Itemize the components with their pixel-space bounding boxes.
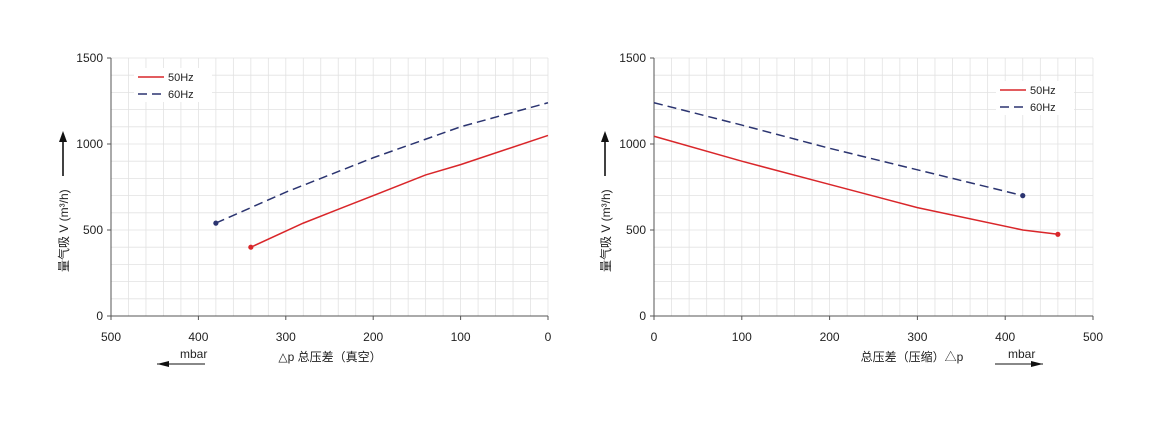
series-line-60Hz: [653, 101, 1023, 197]
x-tick-label: 300: [907, 330, 927, 344]
x-tick-label: 200: [820, 330, 840, 344]
x-tick-label: 100: [732, 330, 752, 344]
x-tick-label: 500: [1083, 330, 1103, 344]
x-tick-label: 300: [276, 330, 296, 344]
legend-label: 60Hz: [1030, 102, 1056, 114]
y-tick-label: 500: [626, 223, 646, 237]
series-endpoint: [213, 220, 219, 226]
series-line-60Hz: [215, 101, 549, 224]
y-tick-label: 500: [83, 223, 103, 237]
x-tick-label: 200: [363, 330, 383, 344]
x-tick-label: 400: [188, 330, 208, 344]
arrow-right-icon: [1031, 361, 1043, 367]
arrow-left-icon: [157, 361, 169, 367]
chart-pressure: 0 100 200 300 400 500 0 500 1000 1500 量气吸 V (m³/h)…: [598, 51, 1103, 367]
y-tick-label: 1000: [76, 137, 103, 151]
series-line-50Hz: [250, 134, 549, 248]
y-tick-label: 1000: [619, 137, 646, 151]
legend-label: 50Hz: [1030, 85, 1056, 97]
x-tick-label: 0: [545, 330, 552, 344]
y-tick-label: 0: [96, 309, 103, 323]
legend-background: [996, 81, 1074, 98]
x-tick-label: 400: [995, 330, 1015, 344]
series-endpoint: [248, 244, 254, 250]
legend-background: [996, 98, 1074, 115]
x-unit-label: mbar: [1008, 347, 1035, 361]
y-tick-label: 0: [639, 309, 646, 323]
legend-label: 50Hz: [168, 72, 194, 84]
y-axis-label: 量气吸 V (m³/h): [598, 189, 613, 272]
x-tick-label: 100: [451, 330, 471, 344]
legend-label: 60Hz: [168, 89, 194, 101]
x-axis-label: △p 总压差（真空）: [278, 350, 381, 364]
x-tick-label: 500: [101, 330, 121, 344]
y-tick-label: 1500: [619, 51, 646, 65]
arrow-up-icon: [59, 131, 67, 142]
x-tick-label: 0: [651, 330, 658, 344]
series-endpoint: [1020, 193, 1026, 199]
x-axis-label: 总压差（压缩）△p: [861, 349, 964, 364]
y-axis-label: 量气吸 V (m³/h): [56, 189, 71, 272]
x-unit-label: mbar: [180, 347, 207, 361]
y-tick-label: 1500: [76, 51, 103, 65]
legend-background: [134, 68, 212, 85]
series-line-50Hz: [653, 135, 1058, 236]
legend-background: [134, 85, 212, 102]
series-endpoint: [1055, 231, 1061, 237]
arrow-up-icon: [601, 131, 609, 142]
